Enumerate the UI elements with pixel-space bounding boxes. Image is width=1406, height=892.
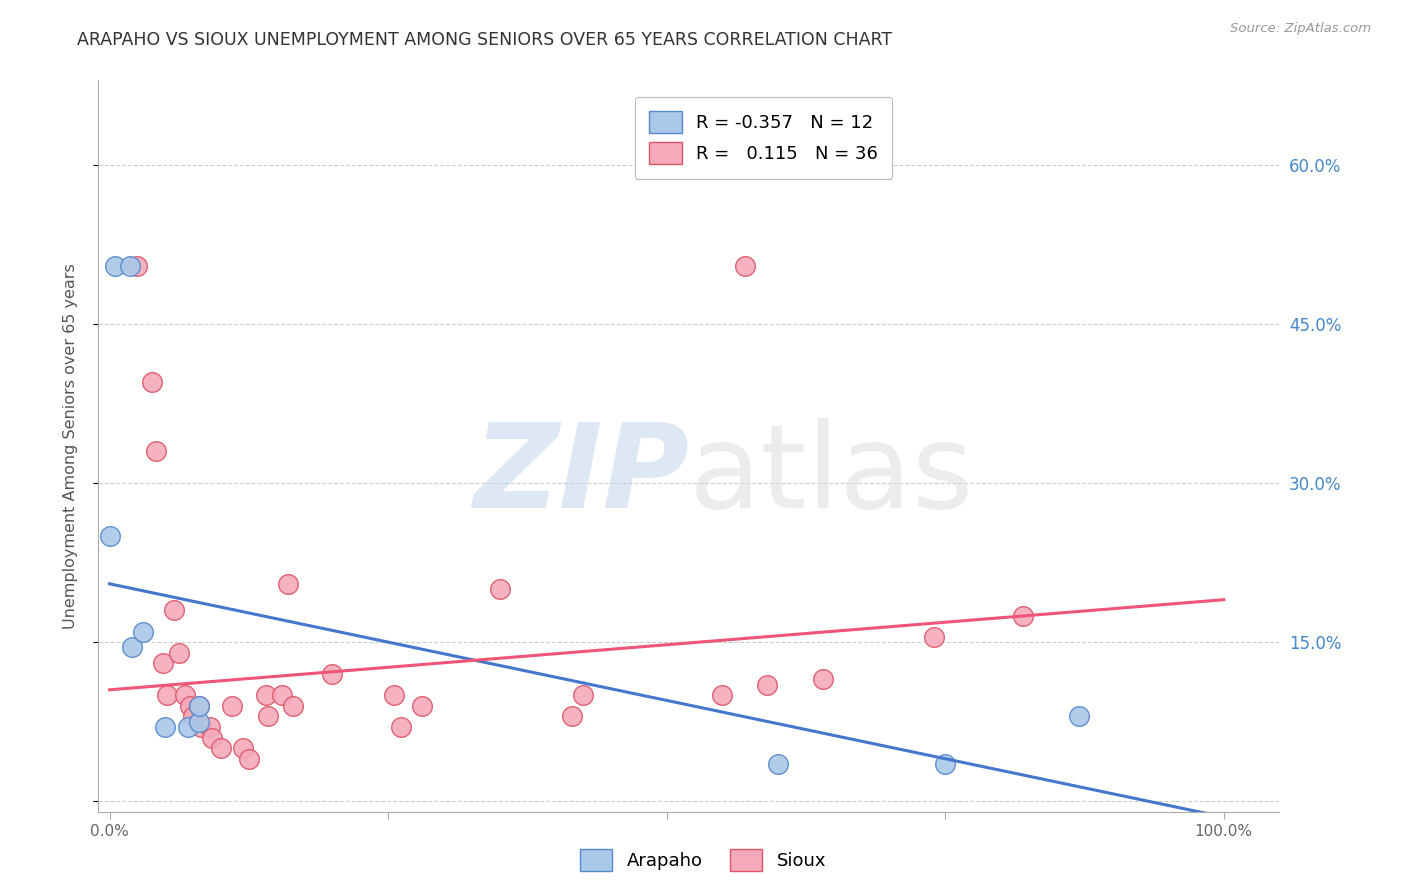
Point <box>411 698 433 713</box>
Point <box>711 688 734 702</box>
Point <box>174 688 197 702</box>
Point <box>734 259 756 273</box>
Point <box>187 698 209 713</box>
Point <box>209 741 232 756</box>
Point <box>132 624 155 639</box>
Point <box>179 698 201 713</box>
Point <box>221 698 243 713</box>
Legend: R = -0.357   N = 12, R =   0.115   N = 36: R = -0.357 N = 12, R = 0.115 N = 36 <box>634 96 893 178</box>
Point <box>187 698 209 713</box>
Point <box>176 720 198 734</box>
Point <box>155 720 177 734</box>
Point <box>163 603 186 617</box>
Text: ZIP: ZIP <box>472 417 689 533</box>
Point <box>1067 709 1090 723</box>
Point <box>156 688 179 702</box>
Point <box>1012 608 1035 623</box>
Point <box>198 720 221 734</box>
Point <box>232 741 254 756</box>
Point <box>118 259 141 273</box>
Point <box>755 677 778 691</box>
Point <box>238 752 260 766</box>
Point <box>321 667 343 681</box>
Point <box>190 720 212 734</box>
Point <box>167 646 190 660</box>
Point <box>766 757 789 772</box>
Point <box>254 688 277 702</box>
Legend: Arapaho, Sioux: Arapaho, Sioux <box>572 842 834 879</box>
Point <box>283 698 305 713</box>
Point <box>145 444 167 458</box>
Point <box>934 757 956 772</box>
Text: ARAPAHO VS SIOUX UNEMPLOYMENT AMONG SENIORS OVER 65 YEARS CORRELATION CHART: ARAPAHO VS SIOUX UNEMPLOYMENT AMONG SENI… <box>77 31 893 49</box>
Y-axis label: Unemployment Among Seniors over 65 years: Unemployment Among Seniors over 65 years <box>63 263 77 629</box>
Point <box>922 630 945 644</box>
Point <box>256 709 278 723</box>
Point <box>277 576 299 591</box>
Point <box>488 582 510 596</box>
Point <box>572 688 595 702</box>
Point <box>811 672 834 686</box>
Text: atlas: atlas <box>689 417 974 533</box>
Point <box>561 709 583 723</box>
Point <box>382 688 405 702</box>
Point <box>181 709 204 723</box>
Point <box>187 714 209 729</box>
Point <box>127 259 149 273</box>
Point <box>104 259 127 273</box>
Point <box>201 731 224 745</box>
Point <box>391 720 413 734</box>
Point <box>152 657 174 671</box>
Text: Source: ZipAtlas.com: Source: ZipAtlas.com <box>1230 22 1371 36</box>
Point <box>141 376 163 390</box>
Point <box>271 688 294 702</box>
Point <box>98 529 121 543</box>
Point <box>121 640 143 655</box>
